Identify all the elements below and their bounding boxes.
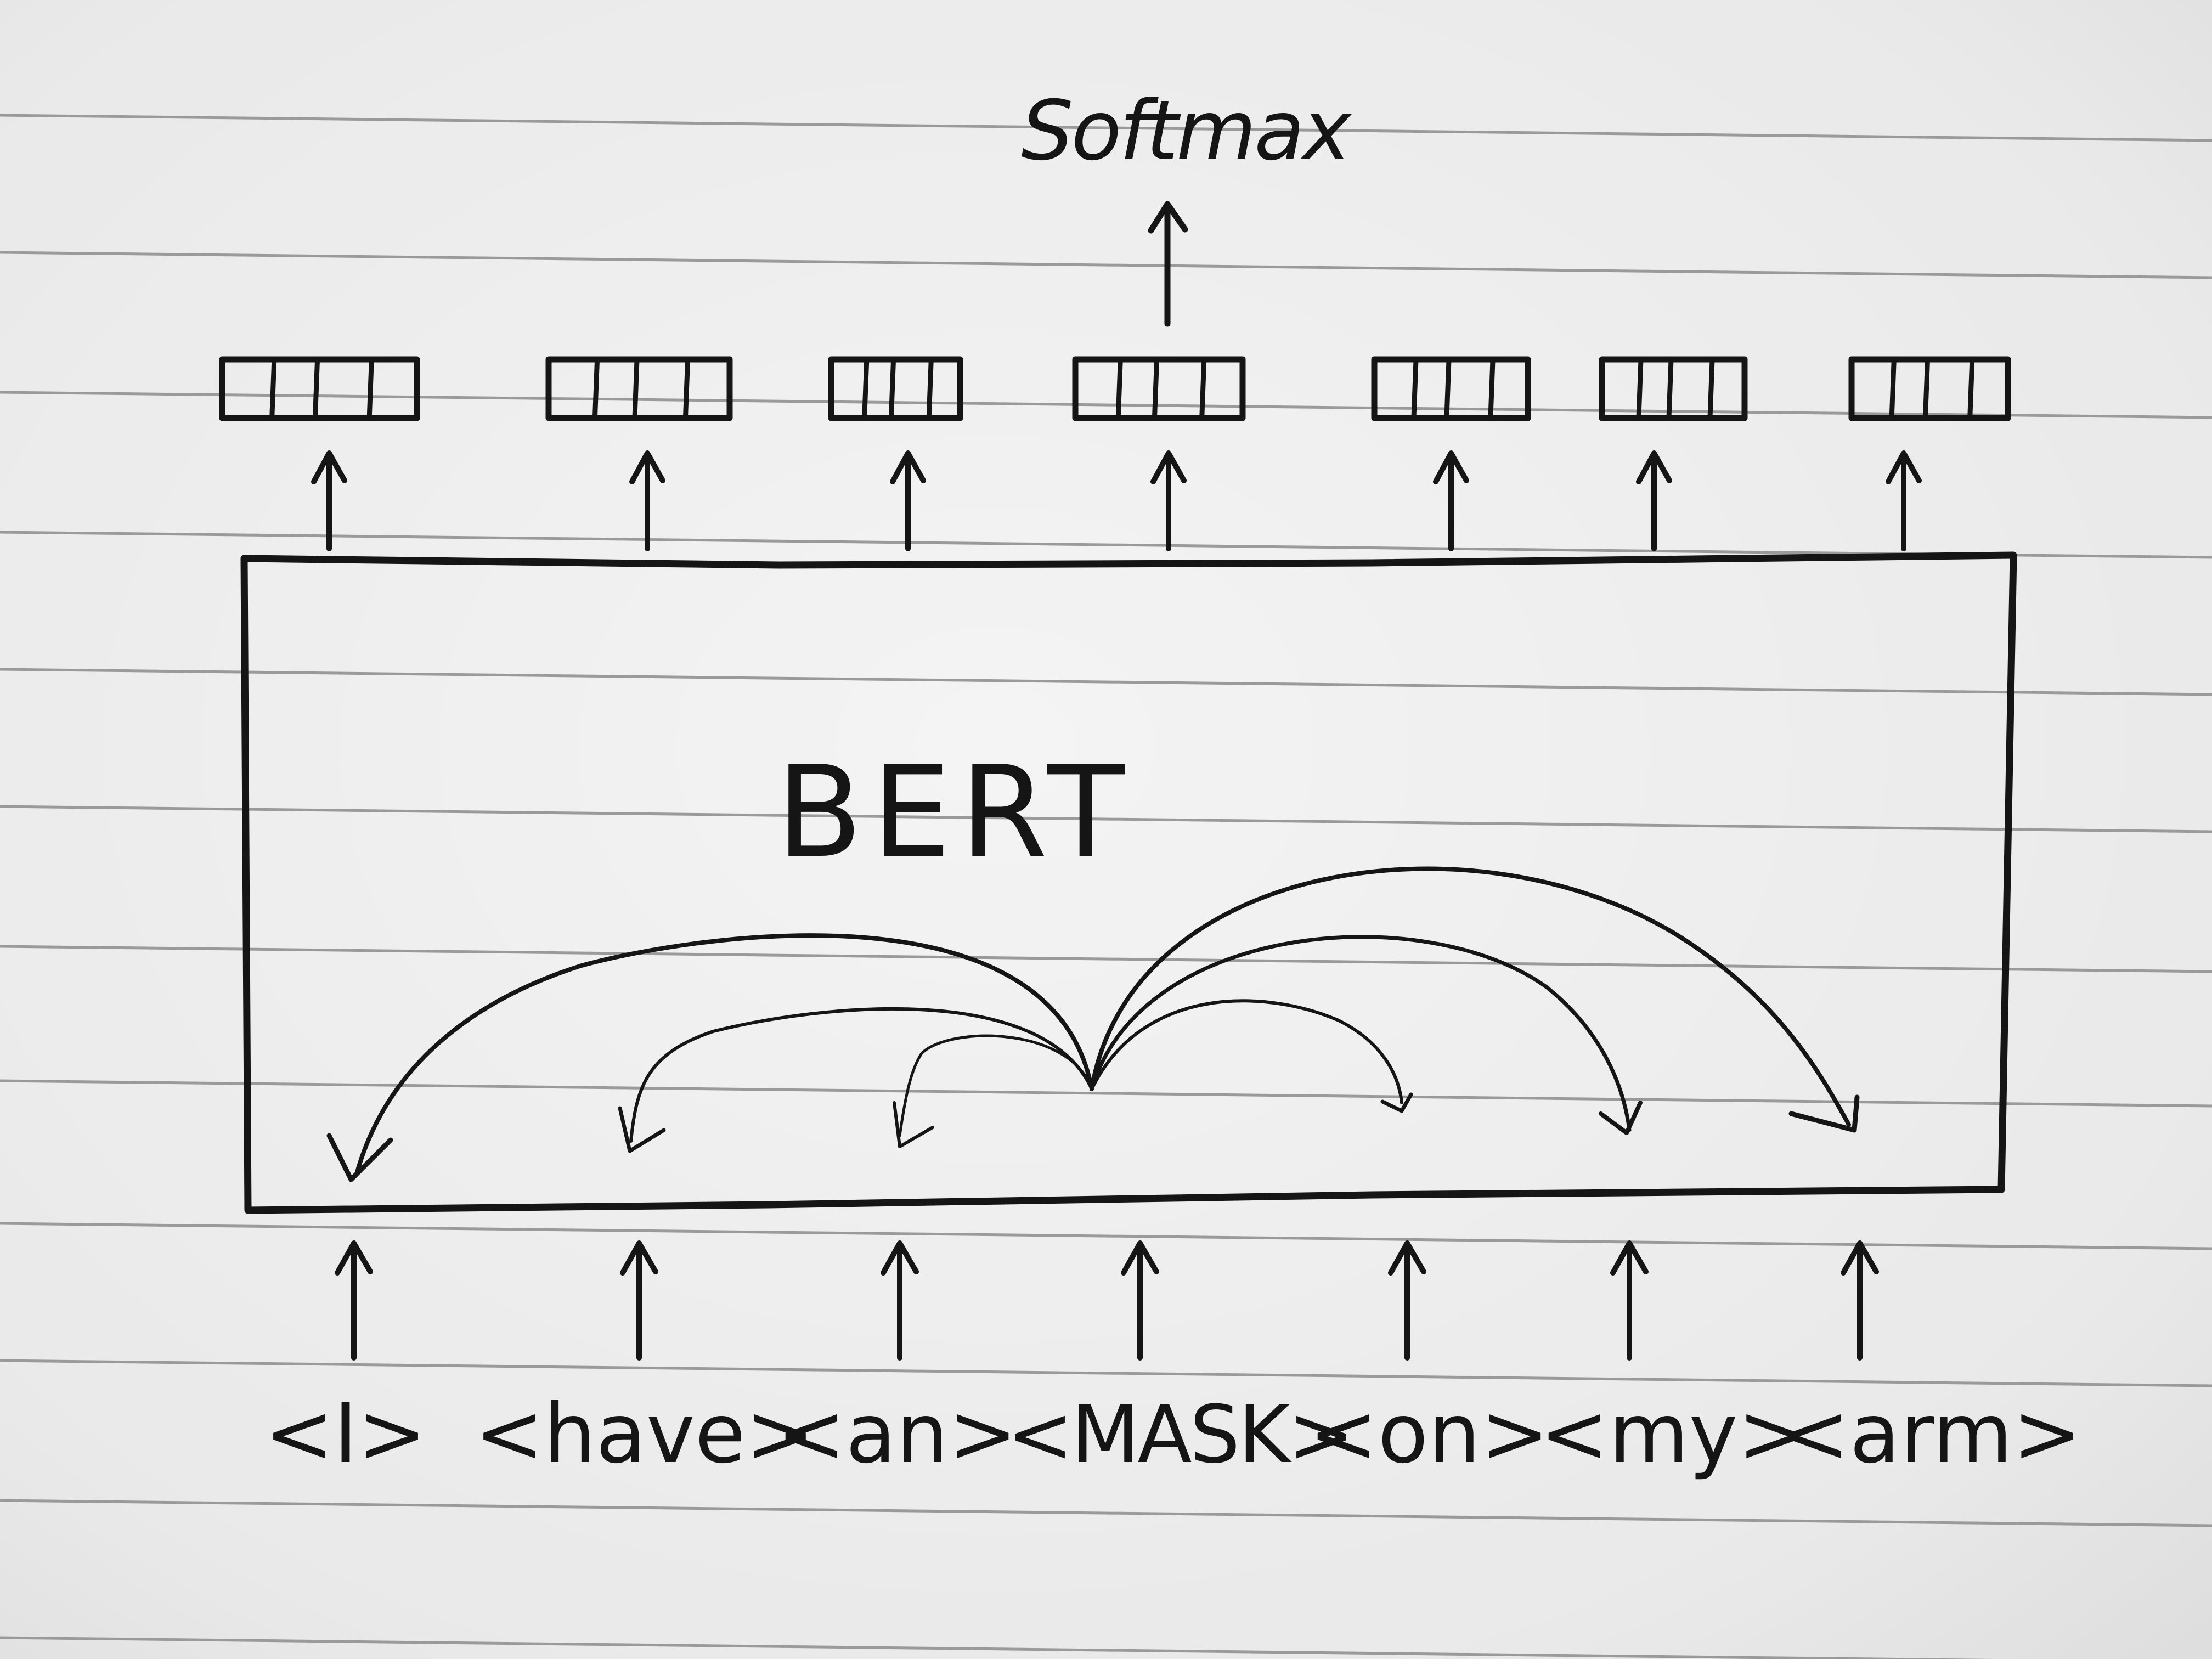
arrowhead-i [326,1133,393,1182]
vector-cell-divider [269,358,277,420]
input-arrow [1121,1240,1159,1361]
ruled-line [0,945,2212,973]
input-arrow [1388,1240,1426,1361]
input-arrow [881,1240,919,1361]
ruled-line [0,1636,1967,1659]
output-arrow [1433,450,1469,551]
ruled-line [0,391,2212,419]
attention-arc-i [354,933,1094,1176]
output-vector [1072,356,1246,421]
output-vector [828,356,963,421]
token-i: <I> [264,1386,427,1482]
input-arrow [620,1240,658,1361]
attention-arc-an [898,1034,1093,1137]
vector-cell-divider [1411,358,1419,420]
input-arrow [1841,1240,1879,1361]
vector-cell-divider [1636,358,1644,420]
output-arrow [890,450,926,551]
token-my: <my> [1540,1386,1807,1482]
output-arrow [311,450,347,551]
output-arrow [1636,450,1672,551]
output-vector [1599,356,1748,421]
output-vectors [219,356,2011,421]
arrowhead-an [893,1101,934,1148]
arrowhead-my [1599,1101,1643,1135]
vector-cell-divider [1199,358,1207,420]
softmax-arrow [1148,201,1188,327]
vector-cell-divider [313,358,320,420]
output-vector [219,356,420,421]
vector-cell-divider [889,358,896,420]
vector-cell-divider [862,358,870,420]
output-vector [1371,356,1531,421]
arrowhead-have [618,1106,666,1153]
token-mask: <MASK> [1007,1389,1352,1481]
vector-cell-divider [1889,358,1897,420]
token-arm: <arm> [1781,1386,2081,1482]
ruled-line [0,1359,2212,1387]
bert-box [240,551,2017,1214]
vector-cell-divider [1115,358,1123,420]
vector-cell-divider [1152,358,1159,420]
input-arrow [1610,1240,1649,1361]
input-arrow [335,1240,373,1361]
attention-arcs [326,866,1860,1182]
attention-arc-on [1090,999,1403,1104]
input-tokens: <I> <have> <an> <MASK> <on> <my> <arm> [264,1386,2081,1482]
output-vector [1848,356,2011,421]
output-arrows [311,450,1922,551]
vector-cell-divider [366,358,374,420]
vector-cell-divider [1444,358,1452,420]
ruled-line [0,805,2212,833]
arrowhead-arm [1788,1094,1860,1133]
vector-cell-divider [1923,358,1930,420]
output-vector [545,356,733,421]
vector-cell-divider [1707,358,1715,420]
ruled-line [0,1079,2212,1108]
token-an: <an> [777,1386,1017,1482]
vector-cell-divider [1666,358,1674,420]
ruled-line [0,1499,2212,1527]
token-on: <on> [1309,1386,1549,1482]
output-arrow [629,450,665,551]
notebook-ruled-lines [0,114,2212,1659]
vector-cell-divider [1488,358,1496,420]
vector-cell-divider [632,358,640,420]
attention-arc-arm [1090,866,1851,1127]
vector-cell-divider [592,358,600,420]
output-arrow [1150,450,1187,551]
ruled-line [0,1222,2212,1250]
softmax-label: Softmax [1021,83,1352,179]
attention-arc-have [629,1007,1093,1143]
ruled-line [0,251,2212,279]
vector-cell-divider [1967,358,1975,420]
attention-arc-my [1090,935,1632,1132]
ruled-line [0,668,2212,696]
bert-label: BERT [776,740,1133,886]
token-have: <have> [475,1386,814,1482]
output-arrow [1886,450,1922,551]
arrowhead-on [1380,1092,1413,1113]
vector-cell-divider [683,358,690,420]
input-arrows [335,1240,1879,1361]
vector-cell-divider [926,358,934,420]
ruled-line [0,114,2212,142]
